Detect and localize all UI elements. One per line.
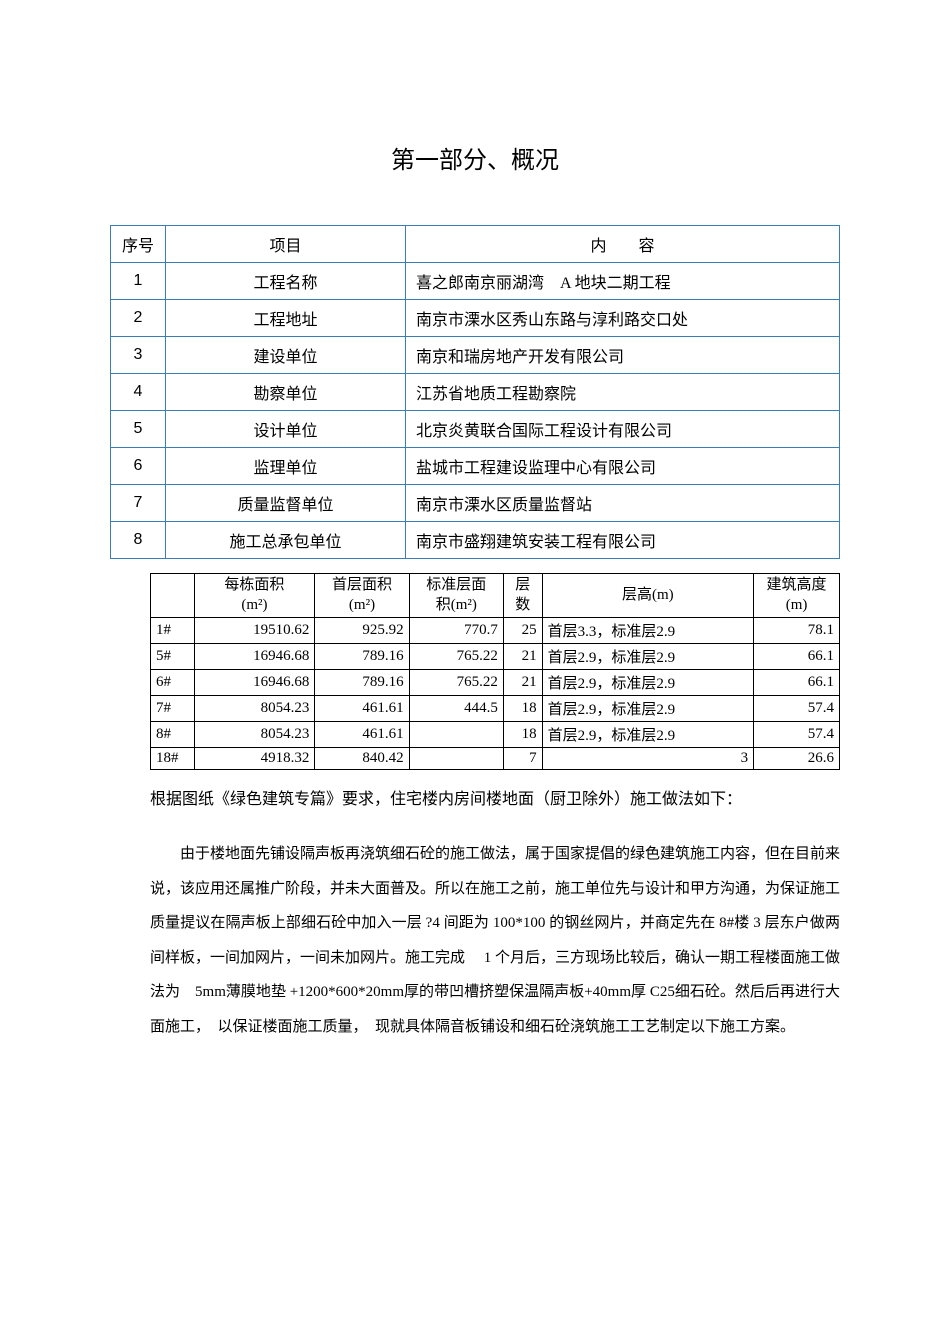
cell: 18# xyxy=(151,748,195,770)
cell-content: 南京市盛翔建筑安装工程有限公司 xyxy=(406,522,840,559)
cell: 8054.23 xyxy=(194,722,315,748)
cell-item: 建设单位 xyxy=(166,337,406,374)
cell: 765.22 xyxy=(409,670,503,696)
table-row: 2 工程地址 南京市溧水区秀山东路与淳利路交口处 xyxy=(111,300,840,337)
cell-item: 勘察单位 xyxy=(166,374,406,411)
hdr-c1: 每栋面积(m²) xyxy=(194,574,315,618)
project-info-table: 序号 项目 内 容 1 工程名称 喜之郎南京丽湖湾 A 地块二期工程 2 工程地… xyxy=(110,225,840,559)
cell-content: 江苏省地质工程勘察院 xyxy=(406,374,840,411)
table-row: 7 质量监督单位 南京市溧水区质量监督站 xyxy=(111,485,840,522)
data-row: 8# 8054.23 461.61 18 首层2.9，标准层2.9 57.4 xyxy=(151,722,840,748)
cell-item: 质量监督单位 xyxy=(166,485,406,522)
cell: 首层3.3，标准层2.9 xyxy=(542,618,754,644)
cell: 57.4 xyxy=(754,722,840,748)
cell-content: 北京炎黄联合国际工程设计有限公司 xyxy=(406,411,840,448)
hdr-c3: 标准层面积(m²) xyxy=(409,574,503,618)
cell: 7 xyxy=(503,748,542,770)
cell: 765.22 xyxy=(409,644,503,670)
table-row: 5 设计单位 北京炎黄联合国际工程设计有限公司 xyxy=(111,411,840,448)
data-row: 7# 8054.23 461.61 444.5 18 首层2.9，标准层2.9 … xyxy=(151,696,840,722)
cell: 66.1 xyxy=(754,644,840,670)
cell-seq: 2 xyxy=(111,300,166,337)
cell: 首层2.9，标准层2.9 xyxy=(542,722,754,748)
cell-seq: 6 xyxy=(111,448,166,485)
cell-content: 南京和瑞房地产开发有限公司 xyxy=(406,337,840,374)
header-item: 项目 xyxy=(166,226,406,263)
intro-paragraph: 根据图纸《绿色建筑专篇》要求，住宅楼内房间楼地面（厨卫除外）施工做法如下： xyxy=(150,788,840,812)
cell: 16946.68 xyxy=(194,670,315,696)
hdr-c6: 建筑高度(m) xyxy=(754,574,840,618)
cell: 78.1 xyxy=(754,618,840,644)
cell-seq: 5 xyxy=(111,411,166,448)
cell-item: 监理单位 xyxy=(166,448,406,485)
data-header-row: 每栋面积(m²) 首层面积(m²) 标准层面积(m²) 层数 层高(m) 建筑高… xyxy=(151,574,840,618)
cell: 840.42 xyxy=(315,748,409,770)
cell: 21 xyxy=(503,670,542,696)
cell-item: 工程地址 xyxy=(166,300,406,337)
cell: 18 xyxy=(503,722,542,748)
cell-item: 工程名称 xyxy=(166,263,406,300)
table-header-row: 序号 项目 内 容 xyxy=(111,226,840,263)
cell: 16946.68 xyxy=(194,644,315,670)
cell: 66.1 xyxy=(754,670,840,696)
data-row: 6# 16946.68 789.16 765.22 21 首层2.9，标准层2.… xyxy=(151,670,840,696)
cell: 444.5 xyxy=(409,696,503,722)
building-data-table: 每栋面积(m²) 首层面积(m²) 标准层面积(m²) 层数 层高(m) 建筑高… xyxy=(150,573,840,770)
cell: 461.61 xyxy=(315,722,409,748)
table-row: 4 勘察单位 江苏省地质工程勘察院 xyxy=(111,374,840,411)
cell-content: 南京市溧水区质量监督站 xyxy=(406,485,840,522)
cell: 首层2.9，标准层2.9 xyxy=(542,670,754,696)
cell: 3 xyxy=(542,748,754,770)
cell-seq: 8 xyxy=(111,522,166,559)
cell-content: 南京市溧水区秀山东路与淳利路交口处 xyxy=(406,300,840,337)
cell-content: 盐城市工程建设监理中心有限公司 xyxy=(406,448,840,485)
cell xyxy=(409,722,503,748)
cell: 925.92 xyxy=(315,618,409,644)
hdr-label xyxy=(151,574,195,618)
table-row: 8 施工总承包单位 南京市盛翔建筑安装工程有限公司 xyxy=(111,522,840,559)
cell: 7# xyxy=(151,696,195,722)
cell: 461.61 xyxy=(315,696,409,722)
cell-seq: 7 xyxy=(111,485,166,522)
cell: 8# xyxy=(151,722,195,748)
cell: 6# xyxy=(151,670,195,696)
data-row: 5# 16946.68 789.16 765.22 21 首层2.9，标准层2.… xyxy=(151,644,840,670)
cell: 18 xyxy=(503,696,542,722)
body-paragraph: 由于楼地面先铺设隔声板再浇筑细石砼的施工做法，属于国家提倡的绿色建筑施工内容，但… xyxy=(150,837,840,1044)
cell: 789.16 xyxy=(315,644,409,670)
cell: 25 xyxy=(503,618,542,644)
cell: 19510.62 xyxy=(194,618,315,644)
cell-item: 设计单位 xyxy=(166,411,406,448)
cell: 5# xyxy=(151,644,195,670)
page-title: 第一部分、概况 xyxy=(110,140,840,175)
cell-content: 喜之郎南京丽湖湾 A 地块二期工程 xyxy=(406,263,840,300)
cell-seq: 4 xyxy=(111,374,166,411)
cell: 1# xyxy=(151,618,195,644)
data-row: 1# 19510.62 925.92 770.7 25 首层3.3，标准层2.9… xyxy=(151,618,840,644)
hdr-c4: 层数 xyxy=(503,574,542,618)
cell: 21 xyxy=(503,644,542,670)
cell: 770.7 xyxy=(409,618,503,644)
cell: 首层2.9，标准层2.9 xyxy=(542,696,754,722)
header-content: 内 容 xyxy=(406,226,840,263)
table-row: 3 建设单位 南京和瑞房地产开发有限公司 xyxy=(111,337,840,374)
cell: 8054.23 xyxy=(194,696,315,722)
hdr-c2: 首层面积(m²) xyxy=(315,574,409,618)
cell: 26.6 xyxy=(754,748,840,770)
table-row: 6 监理单位 盐城市工程建设监理中心有限公司 xyxy=(111,448,840,485)
cell: 789.16 xyxy=(315,670,409,696)
header-seq: 序号 xyxy=(111,226,166,263)
table-row: 1 工程名称 喜之郎南京丽湖湾 A 地块二期工程 xyxy=(111,263,840,300)
cell-seq: 3 xyxy=(111,337,166,374)
cell-item: 施工总承包单位 xyxy=(166,522,406,559)
hdr-c5: 层高(m) xyxy=(542,574,754,618)
cell: 57.4 xyxy=(754,696,840,722)
cell: 首层2.9，标准层2.9 xyxy=(542,644,754,670)
cell-seq: 1 xyxy=(111,263,166,300)
data-row: 18# 4918.32 840.42 7 3 26.6 xyxy=(151,748,840,770)
cell: 4918.32 xyxy=(194,748,315,770)
cell xyxy=(409,748,503,770)
